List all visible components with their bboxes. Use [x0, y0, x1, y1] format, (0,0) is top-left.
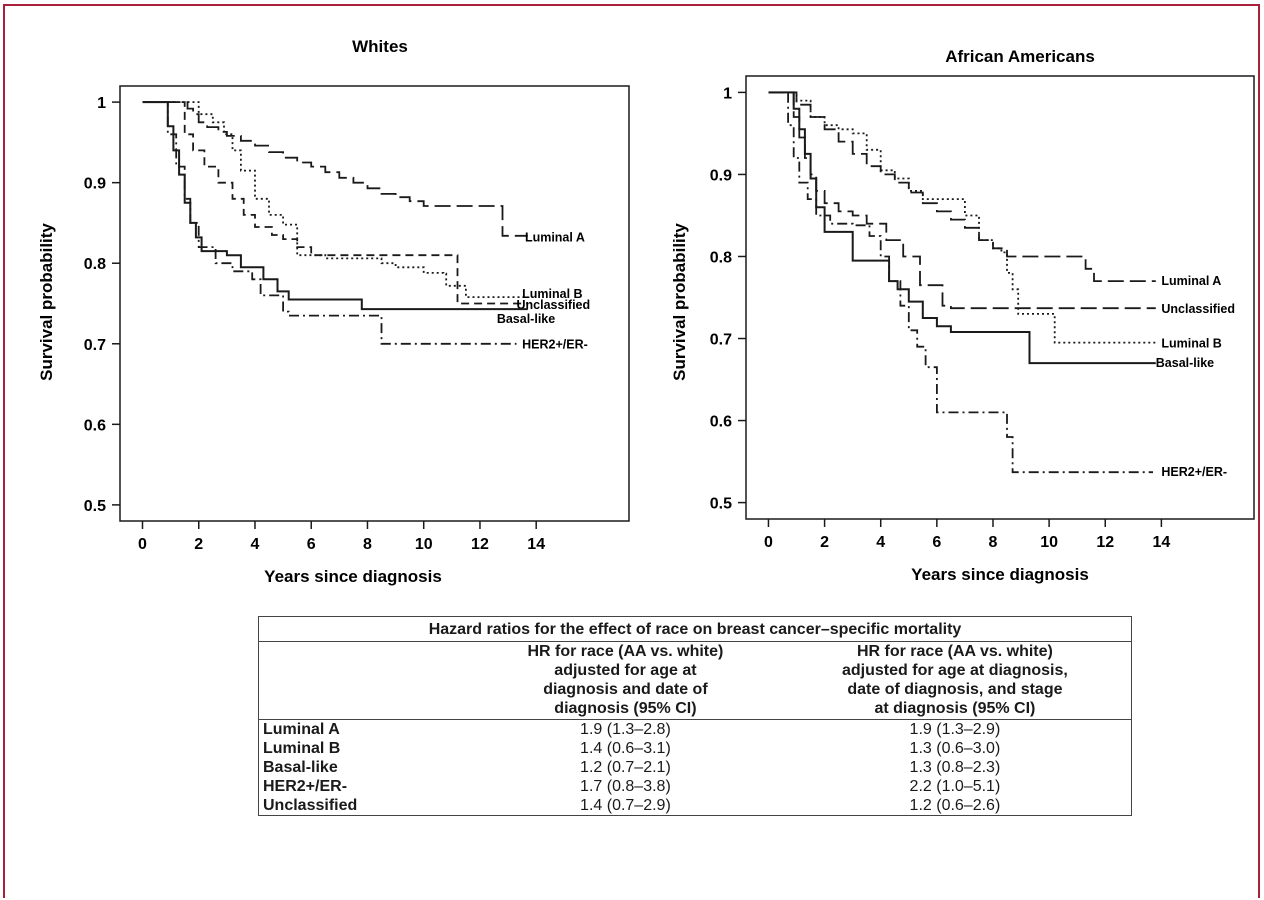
header-line: diagnosis and date of	[543, 681, 708, 698]
series-label-luminal-b: Luminal B	[1161, 336, 1221, 350]
series-line-luminal-b	[768, 91, 1156, 344]
column-header-hr-age-date: HR for race (AA vs. white) adjusted for …	[472, 641, 779, 720]
cell-hr-adj2: 1.9 (1.3–2.9)	[909, 721, 1001, 738]
series-label-luminal-b: Luminal B	[522, 287, 582, 301]
x-tick-label: 10	[1040, 534, 1058, 551]
y-tick-label: 0.7	[84, 337, 106, 354]
x-tick-label: 8	[363, 536, 372, 553]
cell-hr-adj1: 1.2 (0.7–2.1)	[580, 759, 671, 776]
y-axis-label: Survival probability	[670, 223, 689, 381]
table-caption: Hazard ratios for the effect of race on …	[258, 616, 1132, 642]
column-header-subtype	[258, 641, 472, 720]
series-label-luminal-a: Luminal A	[525, 230, 585, 244]
series-label-her2-er: HER2+/ER-	[1161, 465, 1227, 479]
series-label-basal-like: Basal-like	[1156, 356, 1214, 370]
row-label: HER2+/ER-	[263, 778, 348, 795]
x-tick-label: 0	[764, 534, 773, 551]
header-line: date of diagnosis, and stage	[847, 681, 1063, 698]
row-label: Luminal A	[263, 721, 340, 738]
cell-hr-adj2: 2.2 (1.0–5.1)	[909, 778, 1001, 795]
header-line: at diagnosis (95% CI)	[874, 700, 1036, 717]
y-axis-label: Survival probability	[37, 223, 56, 381]
series-line-basal-like	[142, 101, 528, 311]
x-tick-label: 14	[527, 536, 545, 553]
y-tick-label: 1	[723, 85, 732, 102]
table-row: HER2+/ER- 1.7 (0.8–3.8) 2.2 (1.0–5.1)	[259, 777, 1132, 796]
km-plot-african-americans: African Americans Years since diagnosis Su…	[670, 47, 1255, 584]
y-tick-label: 0.9	[84, 176, 106, 193]
x-tick-label: 4	[876, 534, 885, 551]
y-tick-label: 1	[97, 95, 106, 112]
header-line: adjusted for age at	[554, 662, 697, 679]
series-line-unclassified	[142, 101, 528, 305]
series-line-unclassified	[768, 91, 1156, 310]
km-plot-whites: Whites Years since diagnosis Survival prob…	[37, 37, 630, 586]
table-row: Unclassified 1.4 (0.7–2.9) 1.2 (0.6–2.6)	[259, 796, 1132, 816]
y-tick-label: 0.7	[710, 332, 732, 349]
row-label: Luminal B	[263, 740, 341, 757]
row-label: Unclassified	[263, 797, 358, 814]
plot-area-frame	[119, 85, 630, 522]
y-tick-label: 0.9	[710, 167, 732, 184]
x-axis-label: Years since diagnosis	[911, 565, 1089, 584]
header-line: diagnosis (95% CI)	[554, 700, 697, 717]
cell-hr-adj2: 1.3 (0.8–2.3)	[909, 759, 1001, 776]
cell-hr-adj1: 1.7 (0.8–3.8)	[580, 778, 671, 795]
x-tick-label: 4	[251, 536, 260, 553]
cell-hr-adj1: 1.4 (0.6–3.1)	[580, 740, 671, 757]
header-line: adjusted for age at diagnosis,	[842, 662, 1068, 679]
series-line-basal-like	[768, 91, 1156, 365]
x-axis-label: Years since diagnosis	[264, 567, 442, 586]
x-tick-label: 6	[932, 534, 941, 551]
x-tick-label: 12	[1096, 534, 1114, 551]
row-label: Basal-like	[263, 759, 338, 776]
table-row: Luminal B 1.4 (0.6–3.1) 1.3 (0.6–3.0)	[259, 739, 1132, 758]
column-header-hr-age-date-stage: HR for race (AA vs. white) adjusted for …	[778, 641, 1132, 720]
y-tick-label: 0.6	[84, 417, 106, 434]
x-tick-label: 6	[307, 536, 316, 553]
x-tick-label: 12	[471, 536, 489, 553]
series-line-luminal-b	[142, 101, 528, 298]
x-tick-label: 0	[138, 536, 147, 553]
y-tick-label: 0.8	[84, 256, 106, 273]
series-label-unclassified: Unclassified	[517, 298, 591, 312]
y-tick-label: 0.6	[710, 414, 732, 431]
series-label-unclassified: Unclassified	[1161, 302, 1235, 316]
series-label-basal-like: Basal-like	[497, 312, 555, 326]
x-tick-label: 8	[989, 534, 998, 551]
x-tick-label: 2	[194, 536, 203, 553]
x-tick-label: 14	[1152, 534, 1170, 551]
cell-hr-adj1: 1.9 (1.3–2.8)	[580, 721, 671, 738]
x-tick-label: 2	[820, 534, 829, 551]
header-line: HR for race (AA vs. white)	[856, 643, 1053, 660]
cell-hr-adj1: 1.4 (0.7–2.9)	[580, 797, 671, 814]
plot-title: African Americans	[945, 47, 1095, 66]
plot-area-frame	[745, 75, 1255, 520]
x-tick-label: 10	[415, 536, 433, 553]
y-tick-label: 0.5	[710, 496, 732, 513]
series-line-her2-er	[768, 91, 1153, 474]
plot-title: Whites	[352, 37, 408, 56]
y-tick-label: 0.8	[710, 249, 732, 266]
table-row: Luminal A 1.9 (1.3–2.8) 1.9 (1.3–2.9)	[259, 720, 1132, 740]
cell-hr-adj2: 1.3 (0.6–3.0)	[909, 740, 1001, 757]
series-line-her2-er	[142, 101, 517, 345]
cell-hr-adj2: 1.2 (0.6–2.6)	[909, 797, 1001, 814]
figure-frame	[3, 4, 1260, 898]
table-row: Basal-like 1.2 (0.7–2.1) 1.3 (0.8–2.3)	[259, 758, 1132, 777]
series-label-luminal-a: Luminal A	[1161, 274, 1221, 288]
header-line: HR for race (AA vs. white)	[527, 643, 724, 660]
series-line-luminal-a	[768, 91, 1156, 282]
series-label-her2-er: HER2+/ER-	[522, 338, 588, 352]
series-line-luminal-a	[142, 101, 528, 237]
hazard-ratio-table: Hazard ratios for the effect of race on …	[258, 616, 1132, 816]
y-tick-label: 0.5	[84, 498, 106, 515]
